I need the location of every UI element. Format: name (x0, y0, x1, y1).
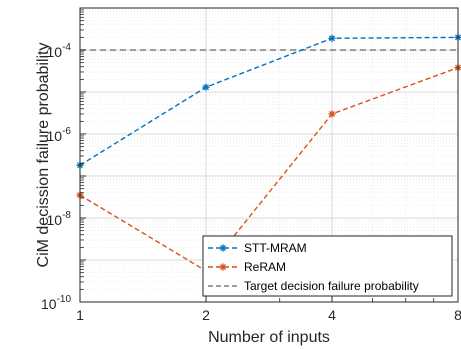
x-tick-label: 8 (454, 307, 461, 323)
x-tick-labels: 1 2 4 8 (76, 307, 461, 323)
y-tick-label: 10-10 (41, 294, 71, 312)
plot-frame (79, 7, 459, 303)
y-tick-labels: 10-10 10-8 10-6 10-4 (41, 42, 71, 312)
axis-ticks (79, 7, 459, 303)
legend-entry-label: ReRAM (244, 260, 286, 274)
legend-entry-label: Target decision failure probability (244, 279, 419, 293)
data-point (328, 110, 336, 118)
series-line-1 (79, 66, 459, 272)
y-tick-label: 10-8 (47, 210, 72, 228)
y-tick-label: 10-4 (47, 42, 72, 60)
x-axis-label: Number of inputs (208, 329, 330, 346)
x-tick-label: 1 (76, 307, 84, 323)
x-tick-label: 2 (202, 307, 210, 323)
legend-marker (219, 244, 227, 252)
data-point (202, 83, 210, 91)
legend-marker (219, 263, 227, 271)
data-point (328, 34, 336, 42)
legend-entry-label: STT-MRAM (244, 241, 307, 255)
x-tick-label: 4 (328, 307, 336, 323)
y-tick-label: 10-6 (47, 126, 72, 144)
y-axis-label: CiM decission failure probability (35, 43, 52, 268)
series-line-0 (79, 36, 459, 166)
legend-box (202, 235, 453, 297)
legend: STT-MRAM ReRAM Target decision failure pro… (202, 235, 453, 297)
